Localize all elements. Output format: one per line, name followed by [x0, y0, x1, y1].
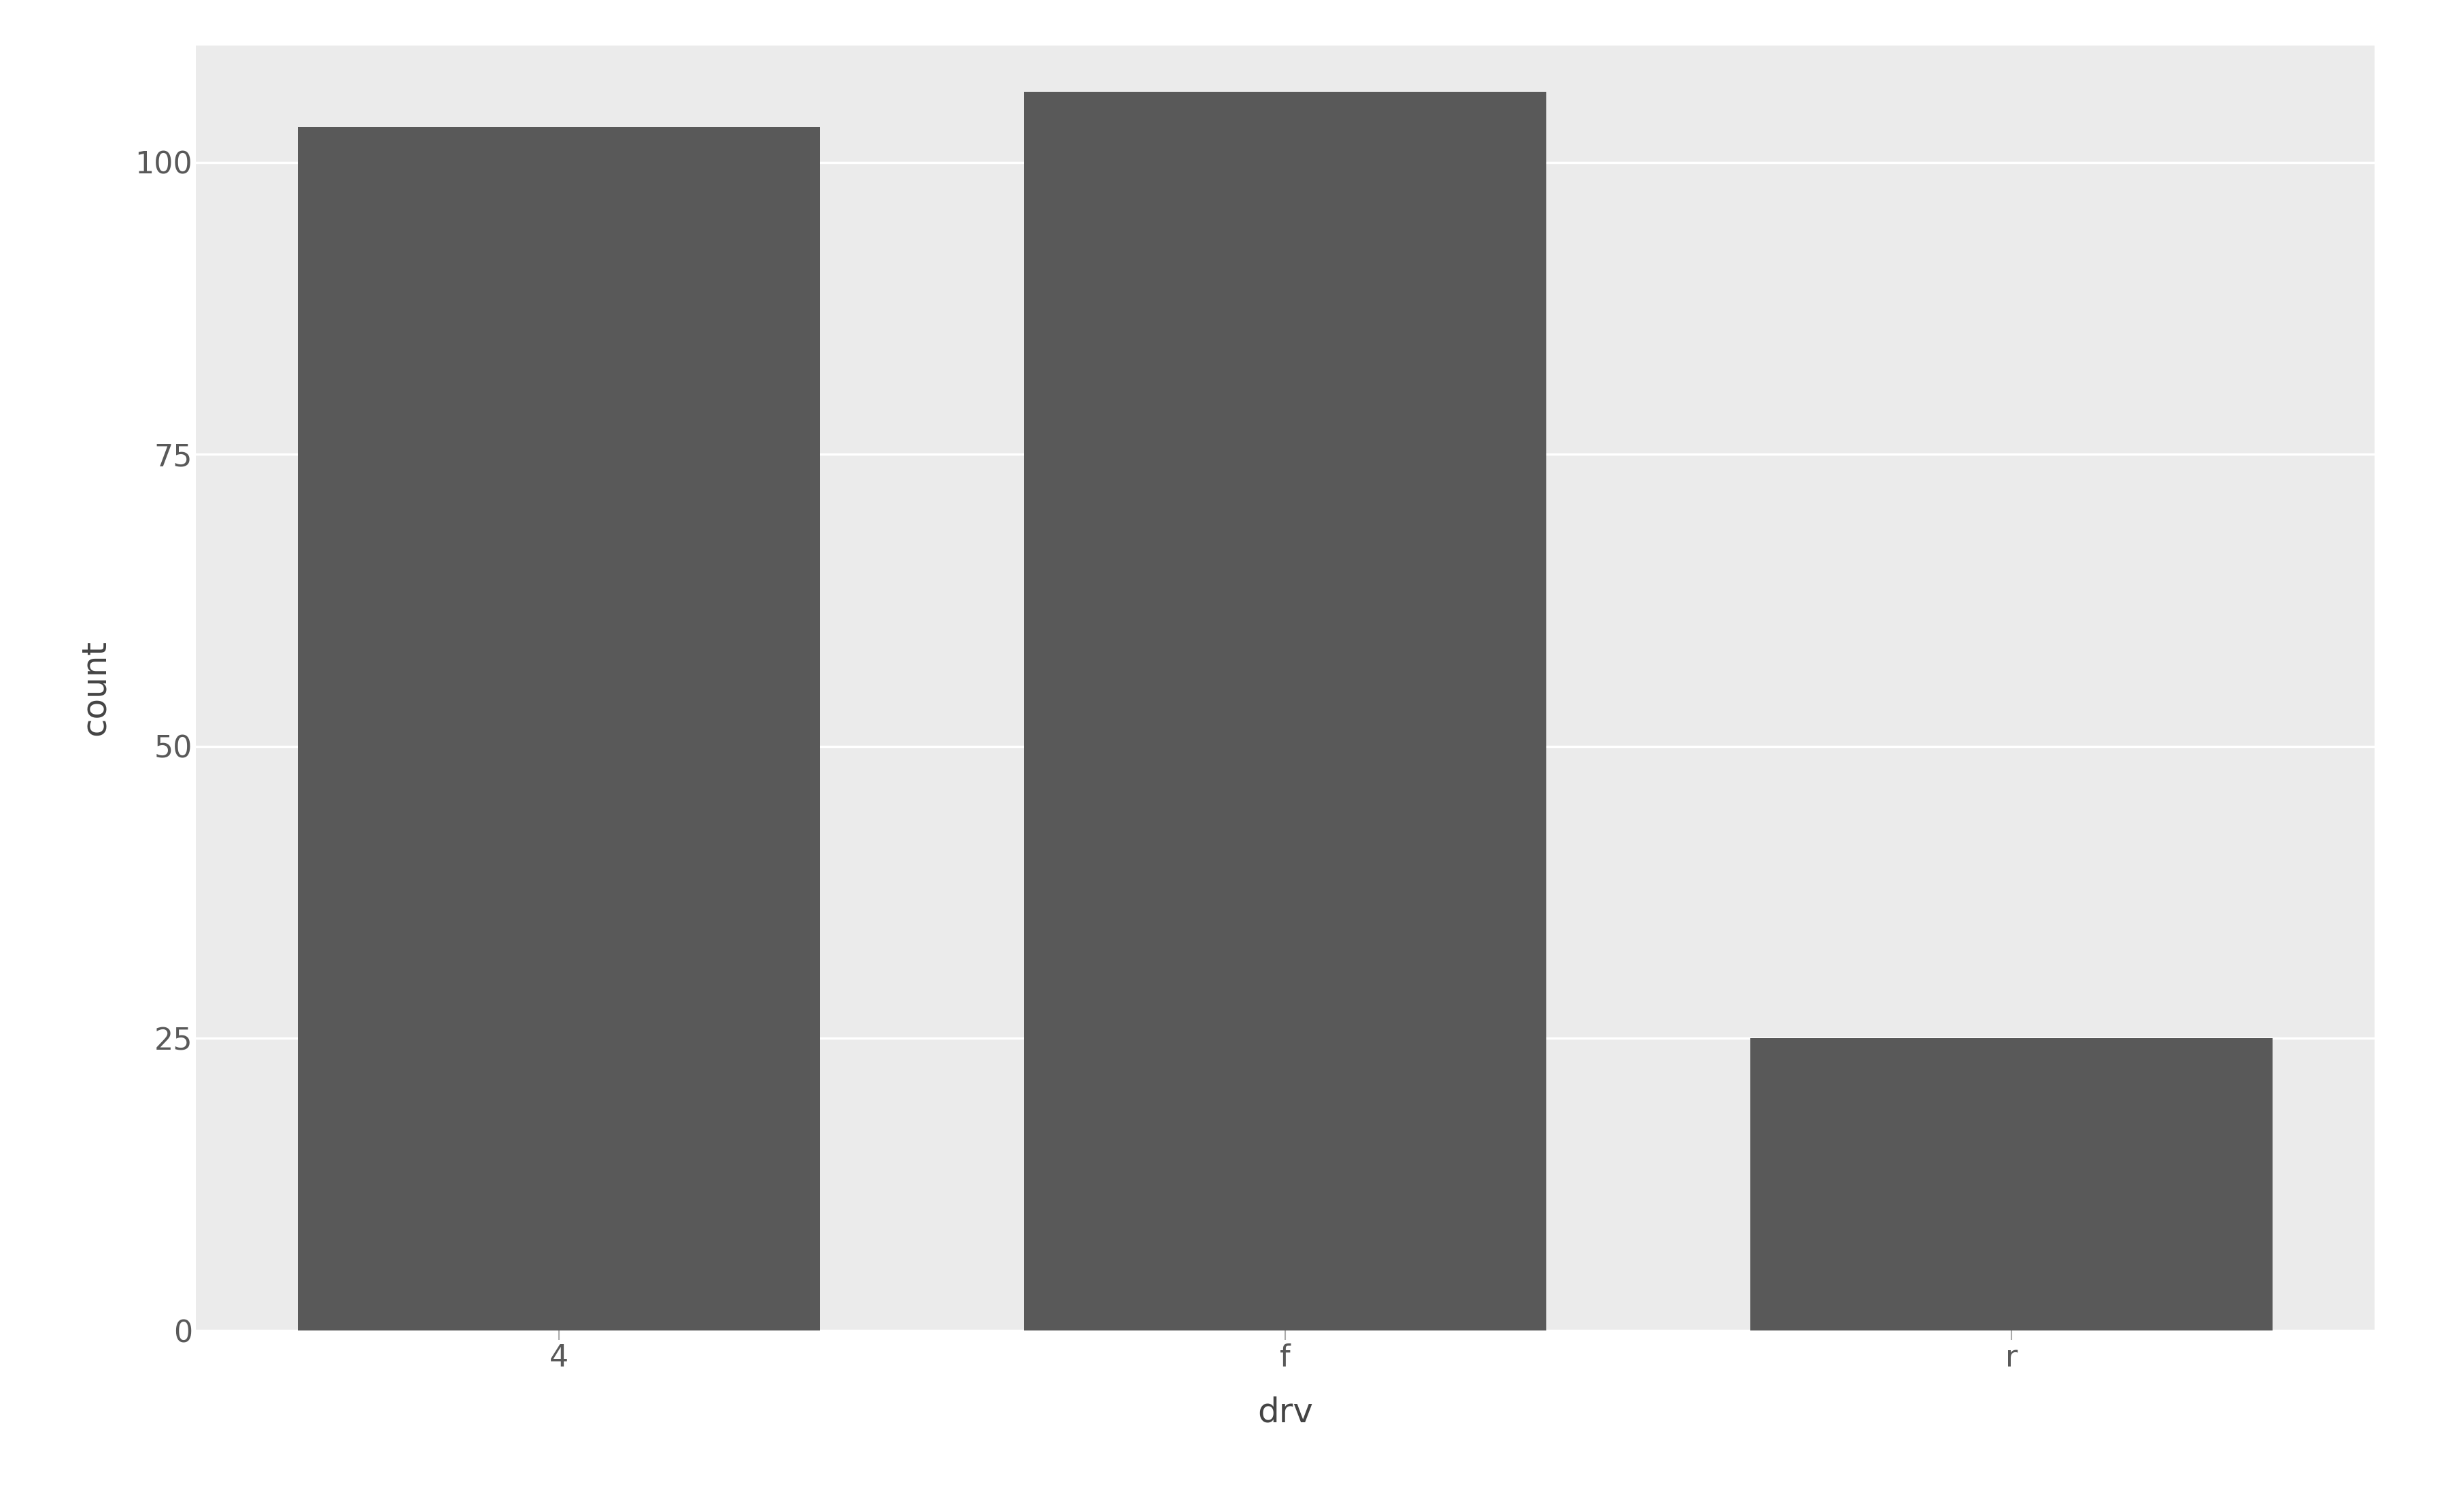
X-axis label: drv: drv	[1258, 1396, 1312, 1429]
Bar	[1023, 92, 1547, 1331]
Bar	[1750, 1039, 2272, 1331]
Bar	[299, 127, 820, 1331]
Y-axis label: count: count	[78, 640, 110, 736]
